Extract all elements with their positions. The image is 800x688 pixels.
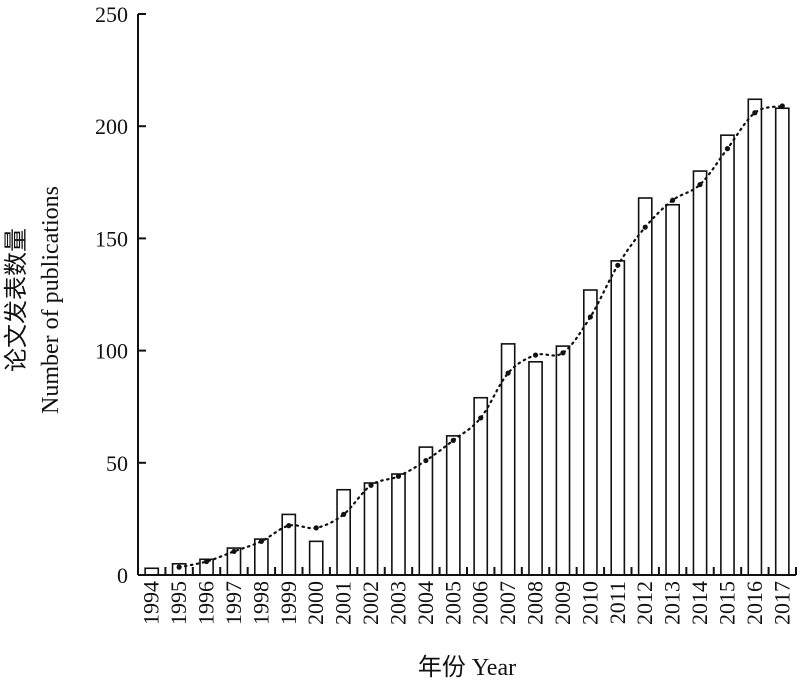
x-tick-label-2003: 2003 (385, 581, 410, 625)
trend-point-2002 (368, 482, 374, 488)
bar-2004 (418, 446, 434, 576)
bar-2015 (720, 134, 735, 576)
x-tick-label-2013: 2013 (660, 581, 685, 625)
trend-point-2011 (615, 262, 621, 268)
x-tick-label-2009: 2009 (550, 581, 575, 625)
trend-point-1999 (286, 523, 292, 529)
y-tick-label-200: 200 (95, 114, 128, 139)
trend-point-2015 (724, 146, 731, 152)
trend-point-1997 (231, 548, 237, 555)
trend-point-2014 (697, 181, 703, 188)
x-tick-label-2015: 2015 (714, 581, 739, 625)
x-tick-label-2006: 2006 (468, 581, 493, 625)
y-axis-title-cn: 论文发表数量 (3, 228, 30, 372)
bar-2011 (610, 260, 626, 576)
trend-point-2009 (560, 350, 566, 356)
trend-point-1995 (176, 564, 182, 570)
bar-2002 (363, 482, 379, 576)
trend-line-group (176, 103, 785, 570)
bar-2008 (528, 361, 543, 576)
x-tick-label-2017: 2017 (769, 581, 794, 625)
bar-2012 (637, 197, 653, 576)
trend-point-2006 (478, 415, 484, 421)
bar-2009 (555, 345, 571, 576)
bar-2006 (473, 396, 489, 576)
bar-2003 (391, 473, 406, 576)
y-tick-label-50: 50 (106, 451, 128, 476)
bar-2014 (692, 170, 708, 576)
x-ticks-group: 1994 1995 1996 1997 1998 1999 2000 2001 2002 2003… (137, 567, 797, 625)
trend-point-2010 (587, 314, 593, 320)
trend-point-2007 (505, 370, 511, 376)
y-axis-title-en: Number of publications (38, 186, 64, 414)
x-tick-label-2007: 2007 (495, 581, 520, 625)
trend-point-2008 (532, 352, 539, 358)
x-tick-label-2005: 2005 (440, 581, 465, 625)
bars-group (144, 98, 790, 576)
x-tick-label-1998: 1998 (248, 581, 273, 625)
trend-point-2000 (313, 525, 319, 531)
trend-point-2001 (341, 511, 347, 518)
trend-point-2004 (423, 457, 429, 464)
x-tick-label-2011: 2011 (605, 581, 630, 624)
y-tick-label-150: 150 (95, 226, 128, 251)
bar-2005 (445, 435, 461, 576)
x-tick-label-1995: 1995 (166, 581, 191, 625)
bar-2017 (774, 107, 790, 576)
x-tick-label-2004: 2004 (413, 581, 438, 625)
bar-2013 (665, 203, 680, 576)
x-tick-label-1997: 1997 (221, 581, 246, 625)
trend-point-2017 (779, 103, 785, 109)
x-tick-label-2008: 2008 (523, 581, 548, 625)
trend-point-2013 (670, 197, 676, 203)
x-tick-label-2001: 2001 (331, 581, 356, 625)
x-tick-label-2010: 2010 (577, 581, 602, 625)
trend-point-2016 (752, 110, 758, 116)
y-tick-label-250: 250 (95, 2, 128, 27)
x-tick-label-1999: 1999 (276, 581, 301, 625)
y-tick-label-100: 100 (95, 339, 128, 364)
bar-1998 (253, 538, 269, 576)
y-tick-label-0: 0 (117, 563, 128, 588)
x-tick-label-1996: 1996 (194, 581, 219, 625)
trend-point-1998 (258, 538, 264, 544)
bar-2000 (308, 540, 324, 576)
trend-point-2003 (395, 473, 402, 479)
x-tick-label-1994: 1994 (139, 581, 164, 625)
y-ticks-group: 0 50 100 150 200 250 (95, 2, 146, 588)
x-tick-label-2002: 2002 (358, 581, 383, 625)
x-tick-label-2014: 2014 (687, 581, 712, 625)
x-tick-label-2012: 2012 (632, 581, 657, 625)
bar-1994 (144, 567, 160, 576)
trend-point-2005 (450, 437, 456, 443)
x-tick-label-2000: 2000 (303, 581, 328, 625)
trend-point-2012 (642, 224, 648, 230)
x-axis-title: 年份 Year (418, 654, 516, 681)
bar-2010 (582, 289, 598, 576)
trend-point-1996 (203, 558, 210, 565)
x-tick-label-2016: 2016 (742, 581, 767, 625)
bar-2016 (747, 98, 763, 576)
bar-2001 (336, 488, 352, 576)
